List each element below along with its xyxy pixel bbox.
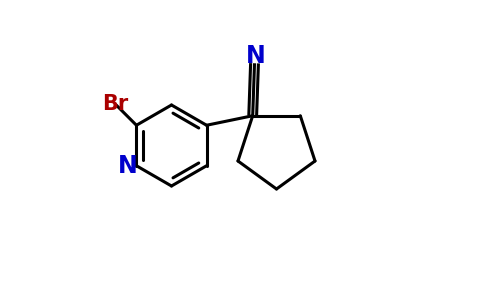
Text: Br: Br: [102, 94, 128, 114]
Text: N: N: [246, 44, 266, 68]
Text: N: N: [118, 154, 138, 178]
